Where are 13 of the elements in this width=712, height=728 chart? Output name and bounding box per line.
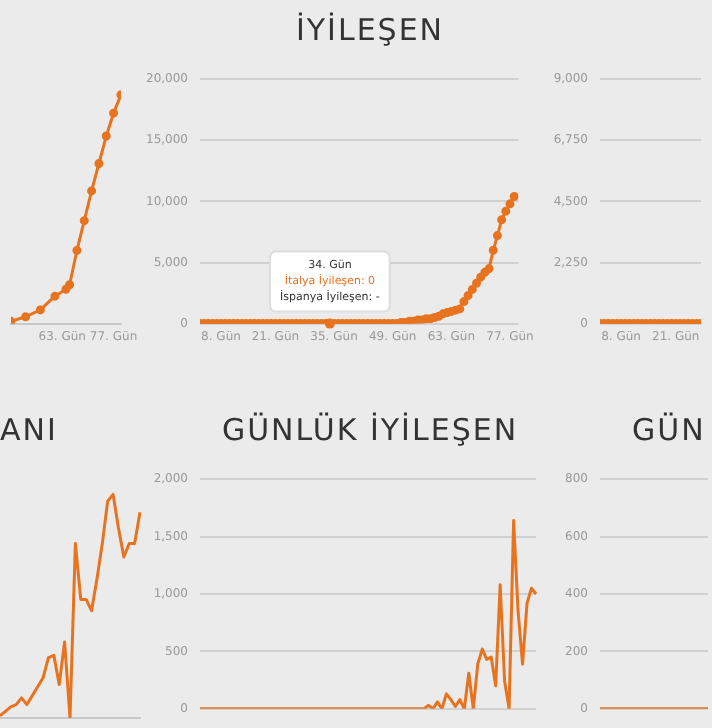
point xyxy=(21,312,31,322)
point xyxy=(94,158,104,168)
point xyxy=(101,131,111,141)
point xyxy=(87,186,97,196)
point xyxy=(50,291,60,301)
point xyxy=(72,245,82,255)
point xyxy=(109,108,119,118)
point xyxy=(79,216,89,226)
chart-title: GÜN xyxy=(632,412,708,448)
chart-title: İYİLEŞEN xyxy=(293,12,447,48)
point xyxy=(35,305,45,315)
chart-title: GÜNLÜK İYİLEŞEN xyxy=(219,412,521,448)
chart-title: ANI xyxy=(0,412,60,448)
